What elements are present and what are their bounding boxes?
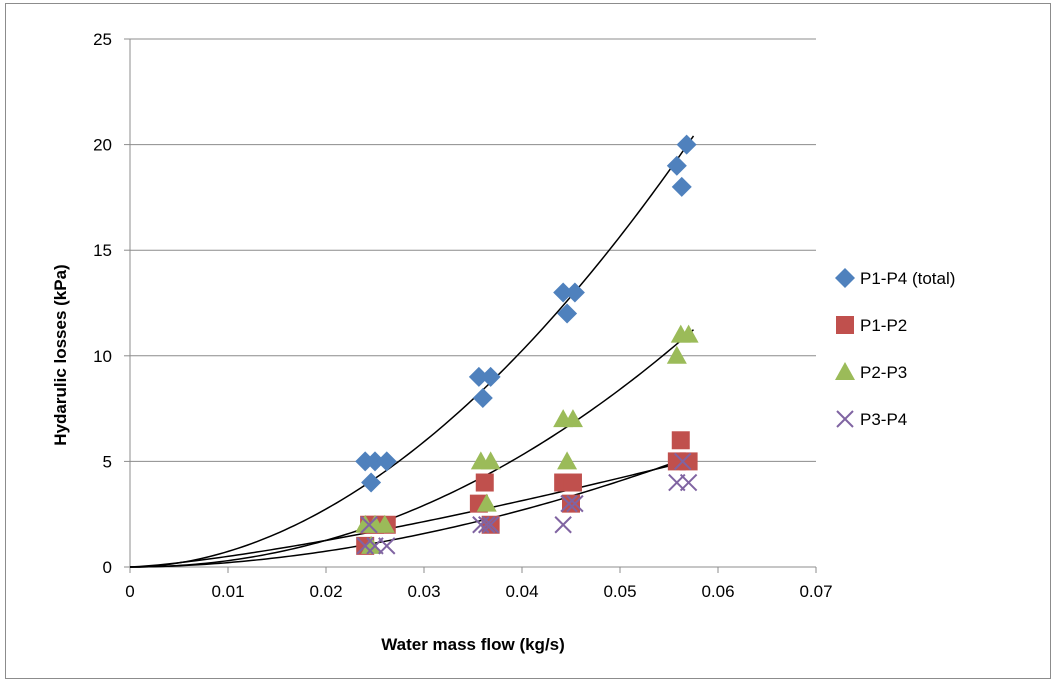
point-diamond-1-4 [376, 451, 397, 472]
x-tick-label-7: 0.07 [799, 582, 832, 601]
point-triangle-3-2 [361, 535, 382, 554]
y-tick-label-1: 5 [103, 452, 112, 471]
legend-marker-1 [835, 268, 855, 288]
point-triangle-3-13 [678, 324, 699, 343]
point-x-4-13 [679, 473, 698, 492]
point-diamond-1-11 [666, 155, 687, 176]
point-x-4-8 [554, 516, 572, 534]
y-tick-labels: 0 5 10 15 20 25 [93, 30, 112, 577]
legend-label-2: P1-P2 [860, 316, 907, 335]
point-x-4-12 [674, 452, 692, 471]
x-tick-label-2: 0.02 [309, 582, 342, 601]
point-x-4-10 [566, 494, 584, 513]
point-triangle-3-11 [666, 345, 687, 364]
legend: P1-P4 (total) P1-P2 P2-P3 P3-P4 [835, 268, 955, 429]
point-diamond-1-7 [480, 366, 501, 387]
legend-marker-4 [836, 410, 854, 428]
point-diamond-1-2 [361, 472, 382, 493]
x-tick-labels: 0 0.01 0.02 0.03 0.04 0.05 0.06 0.07 [125, 582, 832, 601]
axes [124, 38, 817, 573]
gridlines [130, 38, 816, 462]
point-triangle-3-10 [562, 409, 583, 428]
trendline-2 [129, 459, 694, 568]
point-x-4-7 [481, 516, 500, 534]
point-x-4-9 [560, 494, 578, 513]
x-tick-label-5: 0.05 [603, 582, 636, 601]
y-tick-label-4: 20 [93, 136, 112, 155]
point-x-4-6 [478, 516, 496, 534]
trendline-1 [129, 135, 695, 568]
point-diamond-1-6 [472, 388, 493, 409]
point-diamond-1-12 [671, 176, 692, 197]
point-triangle-3-4 [374, 514, 395, 533]
y-tick-label-3: 15 [93, 241, 112, 260]
point-triangle-3-7 [480, 451, 501, 470]
point-x-4-2 [360, 516, 378, 534]
x-tick-label-4: 0.04 [505, 582, 538, 601]
point-square-2-6 [475, 473, 494, 492]
legend-label-4: P3-P4 [860, 410, 907, 429]
point-x-4-4 [378, 537, 396, 555]
point-triangle-3-6 [476, 493, 497, 512]
point-diamond-1-9 [557, 303, 578, 324]
point-triangle-3-9 [557, 451, 578, 470]
y-axis-title: Hydarulic losses (kPa) [51, 264, 70, 445]
point-diamond-1-13 [676, 134, 697, 155]
y-tick-label-0: 0 [103, 558, 112, 577]
point-square-2-13 [679, 452, 698, 471]
legend-marker-2 [836, 316, 854, 334]
x-tick-label-3: 0.03 [407, 582, 440, 601]
y-tick-label-2: 10 [93, 347, 112, 366]
trendline-3 [129, 329, 694, 568]
point-diamond-1-5 [468, 366, 489, 387]
point-diamond-1-3 [365, 451, 385, 472]
y-tick-label-5: 25 [93, 30, 112, 49]
legend-label-1: P1-P4 (total) [860, 269, 955, 288]
trendline-4 [129, 454, 694, 568]
legend-marker-3 [835, 362, 855, 380]
x-tick-label-6: 0.06 [701, 582, 734, 601]
point-square-2-9 [562, 494, 580, 513]
x-tick-label-1: 0.01 [211, 582, 244, 601]
point-square-2-12 [671, 431, 690, 450]
point-diamond-1-10 [564, 282, 585, 303]
x-tick-label-0: 0 [125, 582, 134, 601]
x-axis-title: Water mass flow (kg/s) [381, 635, 565, 654]
point-square-2-10 [563, 473, 582, 492]
trendlines [129, 135, 695, 568]
legend-label-3: P2-P3 [860, 363, 907, 382]
point-diamond-1-8 [553, 282, 574, 303]
data-points [355, 134, 699, 555]
